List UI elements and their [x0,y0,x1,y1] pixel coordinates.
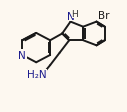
Text: H₂N: H₂N [27,70,47,79]
Text: N: N [18,51,26,60]
Text: H: H [72,10,78,19]
Text: N: N [67,12,74,22]
Text: Br: Br [98,11,109,21]
